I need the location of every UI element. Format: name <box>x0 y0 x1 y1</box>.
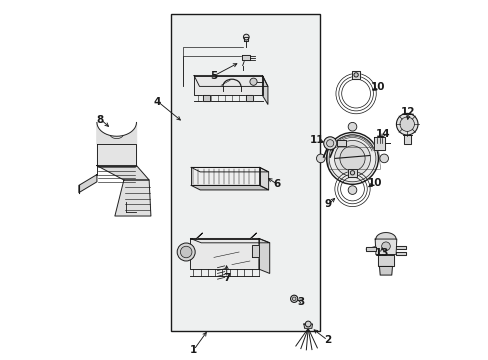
Polygon shape <box>115 180 151 216</box>
Text: 1: 1 <box>189 345 197 355</box>
Polygon shape <box>97 166 149 180</box>
Polygon shape <box>191 167 259 185</box>
Polygon shape <box>403 135 410 144</box>
Text: 9: 9 <box>324 199 331 210</box>
Polygon shape <box>97 122 136 144</box>
Polygon shape <box>251 245 258 257</box>
Circle shape <box>326 132 378 184</box>
Polygon shape <box>373 137 384 150</box>
Circle shape <box>328 135 375 182</box>
Text: 10: 10 <box>367 178 381 188</box>
Circle shape <box>339 146 365 171</box>
Polygon shape <box>351 71 360 79</box>
Text: 7: 7 <box>223 273 230 283</box>
Polygon shape <box>97 144 136 166</box>
Polygon shape <box>250 233 256 239</box>
Polygon shape <box>347 169 356 177</box>
Circle shape <box>177 243 195 261</box>
Circle shape <box>323 137 336 150</box>
Polygon shape <box>395 246 405 249</box>
Polygon shape <box>244 37 247 41</box>
Polygon shape <box>395 252 405 255</box>
Circle shape <box>399 117 413 131</box>
Polygon shape <box>336 140 346 146</box>
Circle shape <box>347 186 356 194</box>
Polygon shape <box>194 76 262 95</box>
Text: 10: 10 <box>370 82 385 92</box>
Circle shape <box>249 78 257 85</box>
Polygon shape <box>375 233 395 239</box>
Circle shape <box>379 154 387 163</box>
Text: 3: 3 <box>297 297 305 307</box>
Text: 2: 2 <box>323 335 330 345</box>
Polygon shape <box>191 167 268 172</box>
Polygon shape <box>241 55 249 60</box>
Polygon shape <box>374 239 396 255</box>
Polygon shape <box>258 239 269 274</box>
Polygon shape <box>196 233 202 239</box>
Circle shape <box>353 73 358 77</box>
Circle shape <box>347 122 356 131</box>
Circle shape <box>290 295 297 302</box>
Text: 12: 12 <box>400 107 415 117</box>
Circle shape <box>334 140 370 176</box>
Text: 5: 5 <box>210 71 217 81</box>
Polygon shape <box>190 239 269 243</box>
Polygon shape <box>379 266 392 275</box>
Bar <box>170 14 320 331</box>
Text: 8: 8 <box>97 114 104 125</box>
Polygon shape <box>377 255 393 266</box>
Circle shape <box>396 113 417 135</box>
Polygon shape <box>194 76 267 86</box>
Text: 6: 6 <box>273 179 280 189</box>
Circle shape <box>349 171 354 175</box>
Text: 11: 11 <box>309 135 324 145</box>
Circle shape <box>381 242 389 251</box>
Polygon shape <box>262 76 267 104</box>
Circle shape <box>180 246 192 258</box>
Circle shape <box>305 321 310 327</box>
Polygon shape <box>366 247 375 251</box>
Polygon shape <box>79 175 97 193</box>
Polygon shape <box>259 167 268 190</box>
Polygon shape <box>303 324 312 328</box>
Circle shape <box>243 34 249 40</box>
Circle shape <box>292 297 295 301</box>
Circle shape <box>316 154 325 163</box>
Text: 4: 4 <box>153 96 161 107</box>
Circle shape <box>326 140 333 147</box>
Polygon shape <box>246 95 253 101</box>
Text: 14: 14 <box>375 129 390 139</box>
Text: 13: 13 <box>374 248 388 258</box>
Polygon shape <box>203 95 210 101</box>
Polygon shape <box>190 239 258 269</box>
Polygon shape <box>191 185 268 190</box>
